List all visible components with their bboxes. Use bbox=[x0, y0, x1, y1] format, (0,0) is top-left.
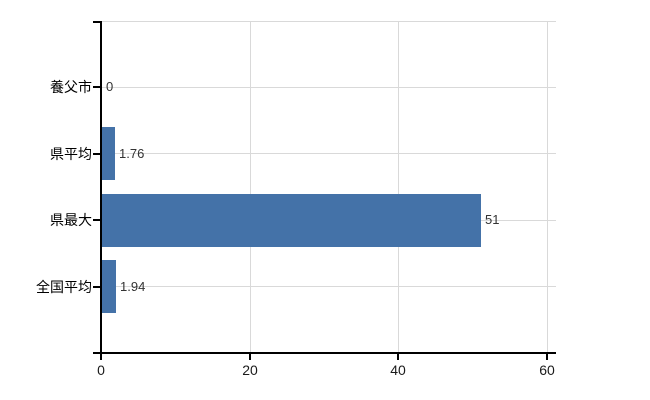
value-label: 1.76 bbox=[119, 146, 145, 161]
y-axis-tick bbox=[93, 153, 101, 155]
x-tick-label: 60 bbox=[539, 362, 555, 378]
bar bbox=[102, 127, 115, 180]
bar bbox=[102, 194, 481, 247]
x-tick-label: 0 bbox=[97, 362, 105, 378]
y-axis-tick bbox=[93, 86, 101, 88]
bar bbox=[102, 260, 116, 313]
x-axis-tick bbox=[100, 354, 102, 360]
x-axis-tick bbox=[249, 354, 251, 360]
y-axis-tick bbox=[93, 219, 101, 221]
category-gridline bbox=[102, 286, 556, 287]
category-gridline bbox=[102, 153, 556, 154]
category-label: 養父市 bbox=[50, 79, 92, 95]
x-gridline bbox=[547, 22, 548, 353]
x-tick-label: 20 bbox=[242, 362, 258, 378]
category-label: 県最大 bbox=[50, 212, 92, 228]
category-gridline bbox=[102, 87, 556, 88]
x-tick-label: 40 bbox=[390, 362, 406, 378]
y-axis-line bbox=[100, 21, 102, 354]
y-axis-tick bbox=[93, 286, 101, 288]
category-label: 県平均 bbox=[50, 146, 92, 162]
plot-top-border bbox=[101, 21, 556, 22]
value-label: 0 bbox=[106, 79, 114, 94]
y-axis-top-tick bbox=[93, 21, 101, 23]
x-gridline bbox=[398, 22, 399, 353]
x-axis-tick bbox=[397, 354, 399, 360]
x-axis-line bbox=[93, 352, 556, 354]
value-label: 51 bbox=[485, 212, 500, 227]
value-label: 1.94 bbox=[120, 279, 146, 294]
x-axis-tick bbox=[546, 354, 548, 360]
x-gridline bbox=[250, 22, 251, 353]
category-label: 全国平均 bbox=[36, 279, 92, 295]
